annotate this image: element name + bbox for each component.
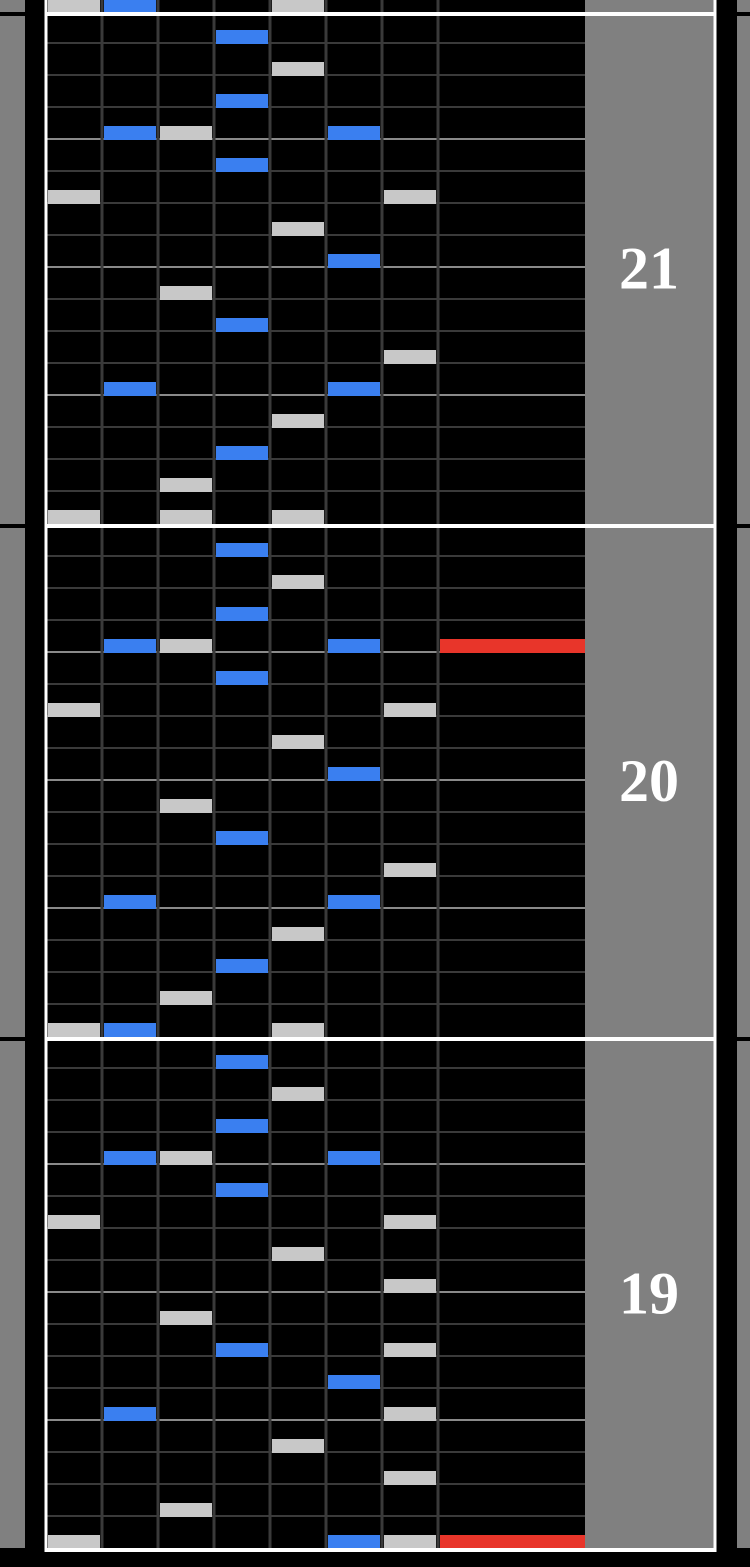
note — [216, 831, 268, 845]
note — [104, 1407, 156, 1421]
note — [160, 799, 212, 813]
measure-number: 20 — [619, 748, 679, 814]
note — [104, 639, 156, 653]
note — [48, 1023, 100, 1037]
note — [216, 446, 268, 460]
note — [384, 350, 436, 364]
note — [160, 639, 212, 653]
note — [216, 1343, 268, 1357]
note — [160, 510, 212, 524]
note — [104, 1151, 156, 1165]
note — [272, 735, 324, 749]
note — [384, 190, 436, 204]
note — [328, 126, 380, 140]
note — [216, 158, 268, 172]
note — [384, 1279, 436, 1293]
note — [216, 1183, 268, 1197]
note — [216, 607, 268, 621]
note — [328, 639, 380, 653]
note — [104, 1023, 156, 1037]
note — [104, 895, 156, 909]
note — [216, 543, 268, 557]
note — [384, 1343, 436, 1357]
note — [160, 286, 212, 300]
note — [160, 126, 212, 140]
measure-number: 19 — [619, 1261, 679, 1327]
note — [328, 1375, 380, 1389]
strip-gap — [0, 1037, 26, 1041]
note — [384, 703, 436, 717]
strip-gap — [736, 1037, 750, 1041]
note — [384, 1471, 436, 1485]
note — [216, 94, 268, 108]
note — [272, 1087, 324, 1101]
note — [272, 62, 324, 76]
note — [272, 510, 324, 524]
left-strip — [0, 0, 25, 1548]
note — [104, 0, 156, 12]
note — [328, 1535, 380, 1549]
strip-gap — [736, 524, 750, 528]
note — [160, 991, 212, 1005]
note — [384, 1215, 436, 1229]
note — [384, 863, 436, 877]
note — [48, 703, 100, 717]
note — [216, 318, 268, 332]
note — [48, 190, 100, 204]
note — [216, 671, 268, 685]
measure-column — [585, 0, 715, 1550]
scratch-note — [440, 1535, 585, 1549]
note — [48, 510, 100, 524]
right-strip — [737, 0, 750, 1548]
note — [384, 1407, 436, 1421]
note — [160, 1503, 212, 1517]
note — [328, 254, 380, 268]
note — [272, 927, 324, 941]
strip-gap — [0, 524, 26, 528]
note — [216, 30, 268, 44]
note — [272, 222, 324, 236]
note — [216, 959, 268, 973]
note — [272, 1247, 324, 1261]
note — [328, 767, 380, 781]
measure-number: 21 — [619, 236, 679, 302]
note — [272, 575, 324, 589]
note — [272, 0, 324, 12]
strip-gap — [0, 12, 26, 16]
strip-gap — [736, 12, 750, 16]
note — [104, 382, 156, 396]
note — [48, 1535, 100, 1549]
note — [104, 126, 156, 140]
note — [328, 382, 380, 396]
note — [272, 1023, 324, 1037]
note — [216, 1055, 268, 1069]
note — [384, 1535, 436, 1549]
note — [160, 1151, 212, 1165]
note — [160, 1311, 212, 1325]
note — [216, 1119, 268, 1133]
note — [160, 478, 212, 492]
note — [272, 414, 324, 428]
note — [272, 1439, 324, 1453]
note — [48, 0, 100, 12]
note — [328, 1151, 380, 1165]
note — [328, 895, 380, 909]
scratch-note — [440, 639, 585, 653]
note — [48, 1215, 100, 1229]
